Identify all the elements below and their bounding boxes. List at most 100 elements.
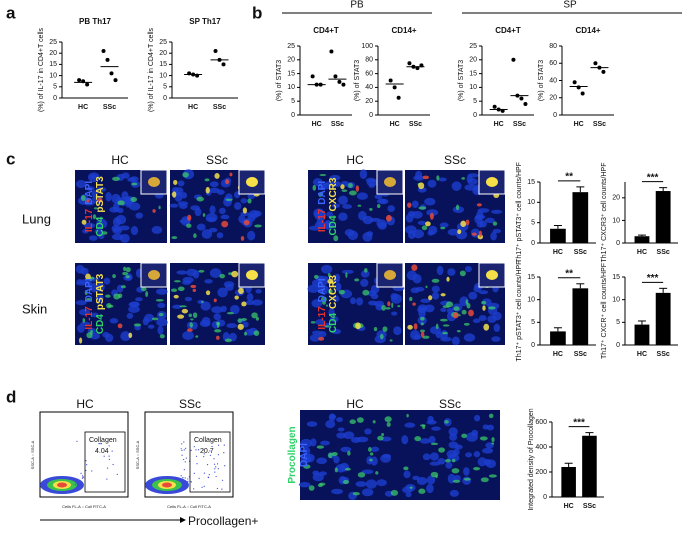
x-tick-label: SSc [574, 249, 587, 256]
signal [85, 273, 91, 280]
signal [80, 195, 86, 201]
signal [120, 285, 126, 289]
signal [387, 301, 391, 307]
nucleus [328, 308, 335, 317]
signal [188, 313, 192, 318]
signal [322, 300, 326, 305]
nucleus [209, 181, 219, 188]
signal [407, 202, 412, 208]
x-tick-label: SSc [593, 121, 606, 128]
signal [186, 223, 192, 228]
flow-event [202, 449, 204, 451]
nucleus [329, 174, 341, 181]
column-header: HC [346, 153, 364, 167]
signal [466, 302, 471, 309]
signal [320, 296, 327, 303]
y-tick-label: 10 [49, 72, 57, 79]
nucleus [75, 281, 88, 286]
nucleus [390, 293, 402, 304]
nucleus [435, 331, 443, 339]
signal [446, 276, 450, 282]
nucleus [437, 458, 446, 465]
y-tick-label: 25 [287, 43, 295, 50]
signal [214, 329, 222, 333]
signal [196, 196, 204, 202]
stain-name: CD4 [95, 314, 106, 334]
nucleus [209, 187, 220, 194]
x-tick-label: HC [78, 104, 88, 111]
data-point [492, 104, 497, 109]
column-header: HC [76, 397, 94, 411]
signal [327, 272, 331, 277]
flow-event [214, 468, 216, 470]
signal [237, 318, 242, 323]
signal [200, 300, 204, 303]
nucleus [427, 415, 434, 424]
flow-event [215, 475, 217, 478]
stain-name: DAPI [84, 278, 95, 302]
signal [435, 323, 439, 330]
nucleus [119, 233, 130, 243]
x-tick-label: SSc [513, 121, 526, 128]
flow-event [183, 469, 185, 471]
flow-event [217, 454, 220, 456]
signal [216, 321, 220, 326]
stain-label: IL-17 DAPI [84, 181, 95, 232]
flow-event [201, 486, 203, 488]
signal [420, 322, 424, 326]
signal [463, 322, 470, 326]
nucleus [476, 221, 484, 228]
signal [390, 489, 399, 496]
signal [128, 332, 133, 339]
nucleus [247, 230, 256, 241]
signal [382, 326, 388, 332]
signal [407, 324, 413, 330]
nucleus [155, 288, 168, 295]
y-tick-label: 20 [469, 57, 477, 64]
nucleus [419, 438, 431, 444]
data-point [77, 78, 82, 83]
y-tick-label: 600 [535, 419, 547, 426]
nucleus [356, 297, 364, 306]
signal [225, 198, 233, 201]
flow-event [182, 477, 184, 479]
nucleus [204, 279, 213, 284]
signal [101, 231, 108, 235]
signal [355, 185, 360, 192]
nucleus [120, 331, 131, 342]
y-tick-label: 0 [53, 95, 57, 102]
stain-name: DAPI [317, 278, 328, 302]
y-tick-label: 40 [365, 84, 373, 91]
signal [219, 273, 226, 279]
signal [411, 264, 418, 271]
signal [456, 330, 461, 333]
signal [438, 447, 445, 453]
nucleus [80, 321, 91, 327]
signal [122, 271, 129, 276]
nucleus [200, 301, 211, 311]
signal [369, 207, 373, 211]
y-tick-label: 10 [527, 199, 535, 206]
nucleus [180, 192, 188, 199]
signal [177, 314, 185, 319]
signal [173, 280, 181, 283]
nucleus [391, 311, 398, 316]
nucleus [360, 278, 369, 287]
nucleus [80, 267, 89, 275]
data-point [601, 69, 606, 74]
nucleus [415, 286, 425, 292]
nucleus [449, 489, 459, 497]
stain-label: CD4 pSTAT3 [95, 273, 106, 334]
signal [430, 471, 439, 478]
bar [634, 236, 650, 243]
data-point [341, 82, 346, 87]
flow-event [185, 457, 187, 459]
nucleus [491, 336, 501, 342]
flow-event [82, 476, 85, 478]
signal [214, 172, 220, 179]
nucleus [316, 457, 328, 465]
signal [356, 417, 364, 423]
nucleus [157, 302, 166, 308]
signal [455, 204, 460, 211]
signal [234, 295, 239, 300]
